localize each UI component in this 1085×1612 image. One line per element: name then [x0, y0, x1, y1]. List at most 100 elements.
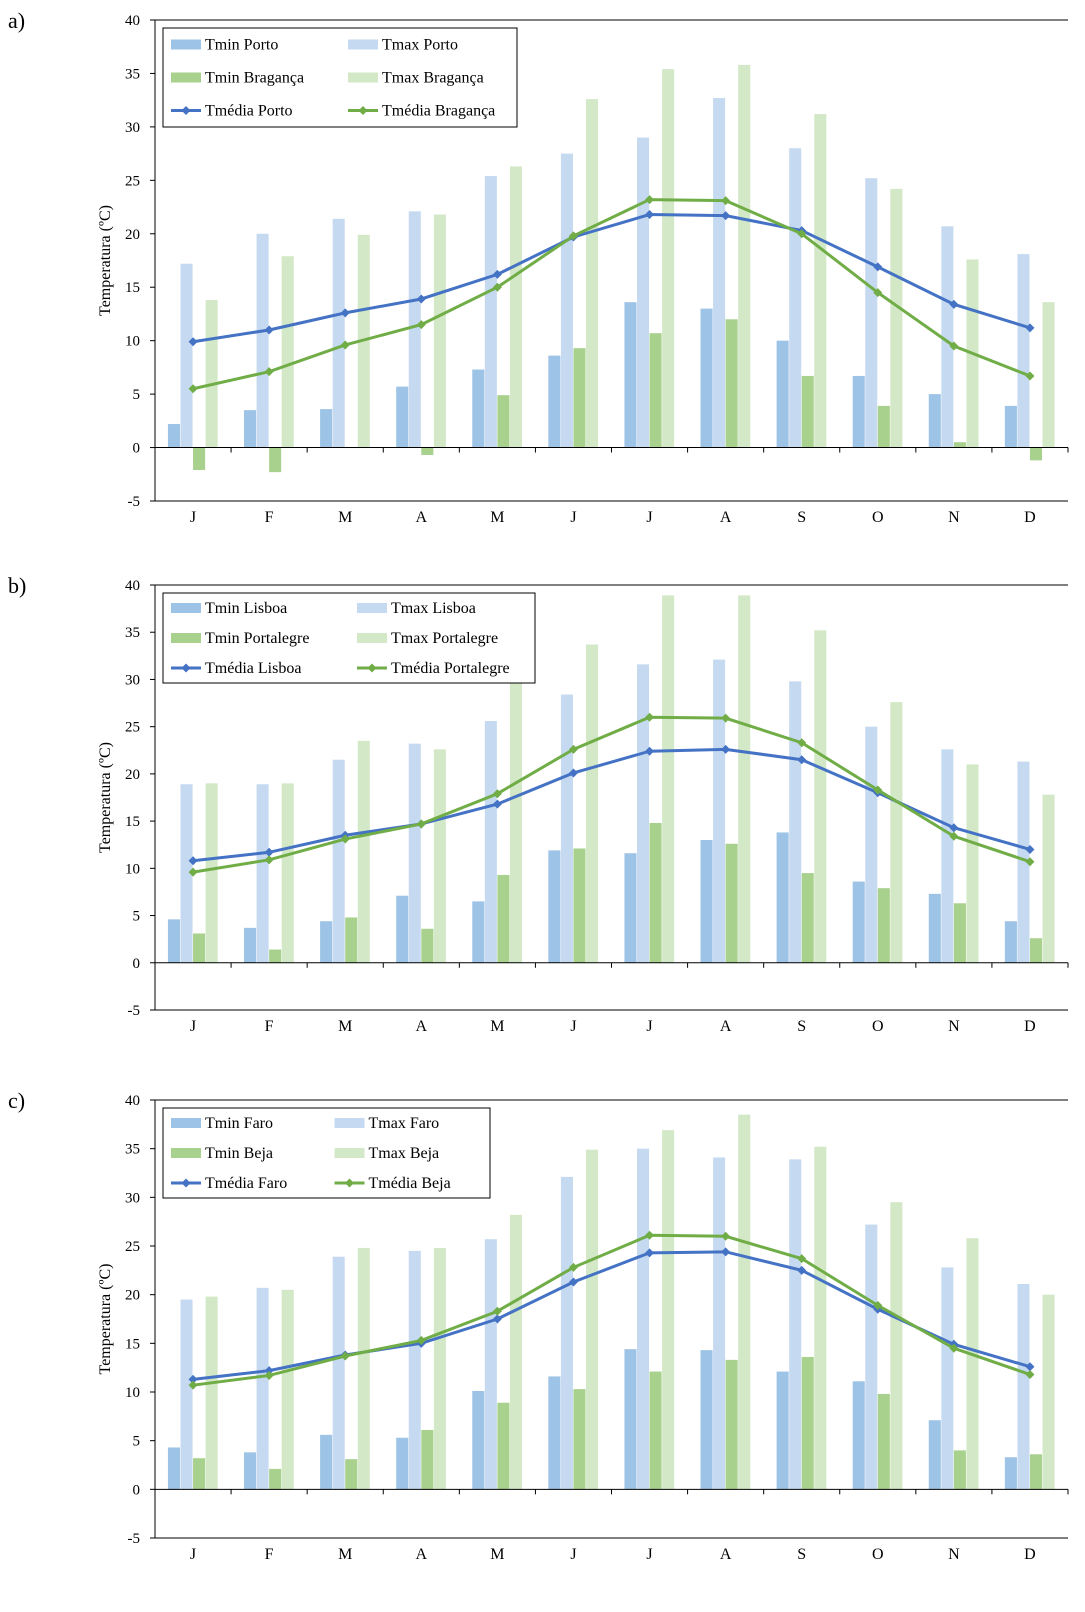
- series-marker: [492, 1314, 502, 1324]
- series-marker: [645, 712, 655, 722]
- bar: [852, 1381, 865, 1490]
- x-tick-label: N: [948, 509, 960, 526]
- x-tick-label: F: [265, 1546, 274, 1563]
- bar: [725, 319, 738, 448]
- legend-swatch: [334, 1148, 365, 1158]
- bar: [636, 1148, 650, 1490]
- legend: Tmin Faro Tmax Faro Tmin Beja Tmax Beja Tméd…: [162, 1107, 491, 1199]
- y-tick-label: 20: [125, 227, 140, 243]
- bar: [433, 214, 446, 448]
- bar: [890, 188, 903, 448]
- legend-label: Tmin Lisboa: [205, 600, 287, 617]
- y-tick-label: 15: [125, 1336, 140, 1352]
- legend-label: Tmax Beja: [369, 1145, 440, 1162]
- series-marker: [1025, 323, 1035, 333]
- series-line: [192, 213, 1031, 344]
- series-marker: [416, 294, 426, 304]
- bar: [560, 1176, 573, 1490]
- bar: [281, 256, 294, 448]
- bar: [928, 394, 941, 448]
- bar: [269, 447, 282, 473]
- bar: [636, 664, 650, 963]
- x-tick-label: M: [338, 1018, 352, 1035]
- x-tick-label: F: [265, 509, 274, 526]
- bar: [725, 1359, 738, 1490]
- bar: [167, 919, 180, 963]
- bar: [636, 137, 650, 448]
- bar: [193, 933, 206, 963]
- series-marker: [645, 746, 655, 756]
- bar: [1017, 761, 1030, 963]
- y-tick-label: 20: [125, 767, 140, 783]
- series-marker: [1025, 1362, 1035, 1372]
- legend-marker: [181, 1178, 191, 1188]
- bar: [789, 1159, 802, 1490]
- bar: [624, 1349, 637, 1490]
- bar: [421, 928, 434, 963]
- bar: [408, 743, 421, 963]
- bar: [877, 888, 890, 963]
- legend: Tmin Lisboa Tmax Lisboa Tmin Portalegre Tma…: [162, 592, 536, 684]
- bar: [509, 1214, 522, 1490]
- bar: [180, 784, 193, 963]
- legend-swatch: [171, 633, 201, 643]
- legend-label: Tmax Porto: [382, 37, 458, 54]
- series-marker: [340, 1351, 350, 1361]
- y-tick-label: 20: [125, 1288, 140, 1304]
- bar: [1042, 794, 1055, 963]
- bar: [700, 308, 713, 448]
- bar: [281, 783, 294, 963]
- x-tick-label: A: [720, 1018, 732, 1035]
- bar: [852, 881, 865, 963]
- x-tick-label: S: [797, 509, 806, 526]
- panel-b: b) Temperatura (ºC) -5 0 5 10 15 20 25 30 35 40 J F M A…: [0, 565, 1085, 1055]
- bar: [433, 749, 446, 963]
- y-tick-label: 25: [125, 173, 140, 189]
- y-tick-label: 5: [133, 1434, 141, 1450]
- y-axis-label: Temperatura (ºC): [97, 742, 114, 853]
- series-marker: [340, 834, 350, 844]
- legend-swatch: [171, 72, 201, 83]
- series-marker: [264, 847, 274, 857]
- legend-label: Tmédia Bragança: [382, 103, 495, 120]
- bar: [966, 764, 979, 963]
- x-tick-label: J: [190, 509, 196, 526]
- legend-label: Tmin Porto: [205, 37, 278, 54]
- y-tick-label: 10: [125, 861, 140, 877]
- bar: [776, 1371, 789, 1490]
- series-marker: [873, 785, 883, 795]
- series-marker: [1025, 844, 1035, 854]
- bar: [396, 386, 409, 448]
- legend-label: Tmin Faro: [205, 1115, 273, 1132]
- y-axis-label: Temperatura (ºC): [97, 1264, 114, 1375]
- bar: [421, 447, 434, 456]
- series-marker: [949, 823, 959, 833]
- y-tick-label: 10: [125, 1385, 140, 1401]
- bar: [332, 759, 345, 963]
- series-marker: [721, 1247, 731, 1257]
- series-marker: [721, 1231, 731, 1241]
- legend-marker: [358, 106, 368, 115]
- y-tick-label: 35: [125, 625, 140, 641]
- bar-group: [167, 595, 1055, 963]
- bar: [560, 153, 573, 448]
- bar: [586, 1149, 599, 1490]
- legend-label: Tmédia Portalegre: [391, 660, 510, 677]
- series-marker: [721, 211, 731, 221]
- y-tick-label: 15: [125, 814, 140, 830]
- bar: [205, 783, 218, 963]
- legend: Tmin Porto Tmax Porto Tmin Bragança Tmax Br…: [162, 27, 518, 128]
- legend-marker: [181, 106, 191, 115]
- series-marker: [797, 738, 807, 748]
- bar: [573, 1389, 586, 1490]
- bar: [776, 832, 789, 963]
- bar: [662, 69, 675, 448]
- series-marker: [949, 299, 959, 309]
- y-axis-label: Temperatura (ºC): [97, 205, 114, 316]
- series-marker: [568, 768, 578, 778]
- y-tick-label: 5: [133, 909, 141, 925]
- legend-label: Tmédia Lisboa: [205, 660, 301, 677]
- bar: [421, 1429, 434, 1490]
- series-line: [192, 1250, 1031, 1381]
- y-tick-label: 0: [133, 956, 141, 972]
